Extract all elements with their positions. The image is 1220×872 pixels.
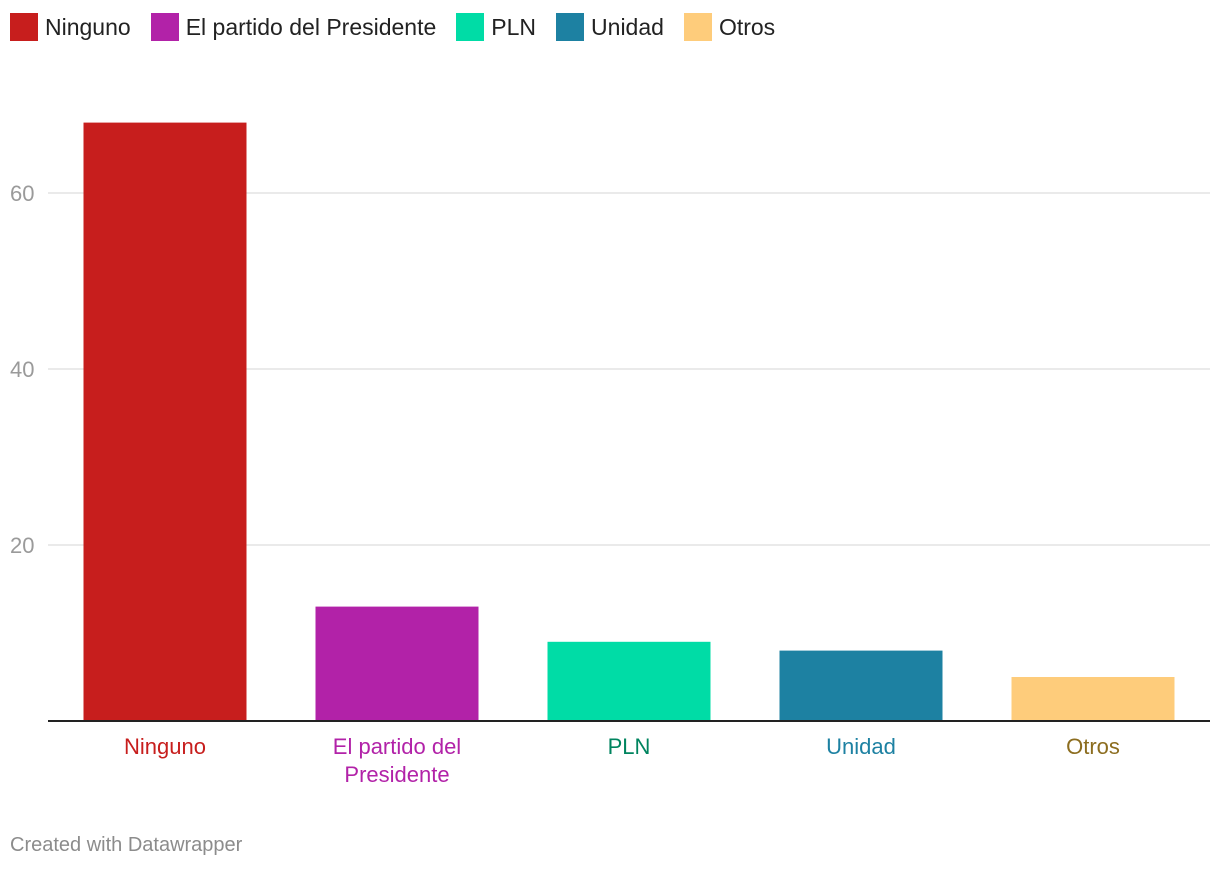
chart-legend: Ninguno El partido del Presidente PLN Un…	[10, 10, 795, 44]
legend-item-partido-presidente: El partido del Presidente	[150, 13, 437, 41]
legend-swatch-unidad	[556, 13, 585, 41]
legend-item-otros: Otros	[683, 13, 776, 41]
legend-item-pln: PLN	[456, 13, 536, 41]
legend-label-otros: Otros	[718, 13, 776, 40]
x-tick-label-2: PLN	[608, 734, 651, 759]
y-tick-label-40: 40	[10, 357, 34, 382]
x-tick-label-3: Unidad	[826, 734, 896, 759]
legend-swatch-ninguno	[10, 13, 38, 41]
legend-swatch-partido-presidente	[150, 13, 179, 41]
legend-label-unidad: Unidad	[591, 13, 664, 40]
bar-4	[1011, 677, 1175, 721]
legend-label-pln: PLN	[491, 13, 537, 40]
legend-swatch-pln	[456, 13, 485, 41]
bar-2	[547, 641, 711, 721]
y-tick-label-60: 60	[10, 181, 34, 206]
x-tick-label-0: Ninguno	[124, 734, 206, 759]
bar-1	[315, 606, 479, 721]
legend-swatch-otros	[683, 13, 712, 41]
y-tick-label-20: 20	[10, 533, 34, 558]
footer-credit[interactable]: Created with Datawrapper	[10, 834, 243, 856]
x-tick-label-4: Otros	[1066, 734, 1120, 759]
legend-item-ninguno: Ninguno	[10, 13, 131, 41]
legend-item-unidad: Unidad	[556, 13, 664, 41]
bar-3	[779, 650, 943, 721]
bar-0	[83, 122, 247, 722]
legend-label-ninguno: Ninguno	[45, 13, 131, 40]
x-tick-label-1: El partido del Presidente	[333, 734, 461, 787]
legend-label-partido-presidente: El partido del Presidente	[185, 13, 437, 40]
